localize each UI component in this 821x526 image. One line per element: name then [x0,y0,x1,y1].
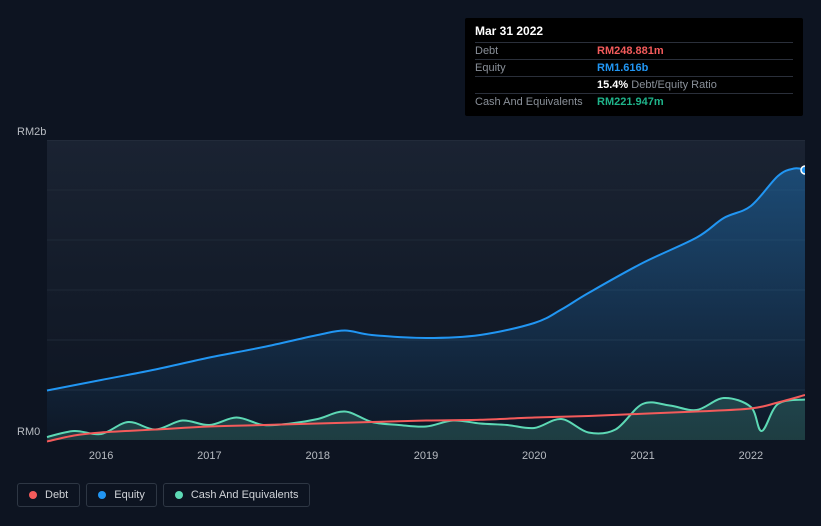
chart-tooltip: Mar 31 2022 DebtRM248.881mEquityRM1.616b… [465,18,803,116]
tooltip-row-value: RM248.881m [597,45,664,57]
legend-item[interactable]: Debt [17,483,80,507]
tooltip-row-value: RM221.947m [597,96,664,108]
tooltip-row-label: Equity [475,62,597,74]
tooltip-row-label [475,79,597,91]
x-axis-label: 2019 [414,450,438,462]
tooltip-row-label: Debt [475,45,597,57]
x-axis-label: 2020 [522,450,546,462]
tooltip-row-value: RM1.616b [597,62,648,74]
legend-item-label: Equity [114,489,145,501]
tooltip-row: EquityRM1.616b [475,59,793,76]
legend-item[interactable]: Equity [86,483,157,507]
x-axis-label: 2016 [89,450,113,462]
tooltip-row-label: Cash And Equivalents [475,96,597,108]
legend-item[interactable]: Cash And Equivalents [163,483,311,507]
legend-item-label: Debt [45,489,68,501]
tooltip-row-value: 15.4% Debt/Equity Ratio [597,79,717,91]
chart-svg [17,140,805,444]
tooltip-row: 15.4% Debt/Equity Ratio [475,76,793,93]
financials-chart[interactable]: RM2b RM0 2016201720182019202020212022 [17,126,805,466]
legend-item-label: Cash And Equivalents [191,489,299,501]
legend-dot-icon [175,491,183,499]
chart-legend: Debt Equity Cash And Equivalents [17,483,310,507]
x-axis-label: 2017 [197,450,221,462]
x-axis-label: 2021 [630,450,654,462]
tooltip-row: DebtRM248.881m [475,42,793,59]
x-axis-label: 2022 [739,450,763,462]
tooltip-row: Cash And EquivalentsRM221.947m [475,93,793,110]
legend-dot-icon [29,491,37,499]
legend-dot-icon [98,491,106,499]
y-axis-label-top: RM2b [17,126,46,138]
x-axis-label: 2018 [305,450,329,462]
tooltip-date: Mar 31 2022 [475,24,793,42]
